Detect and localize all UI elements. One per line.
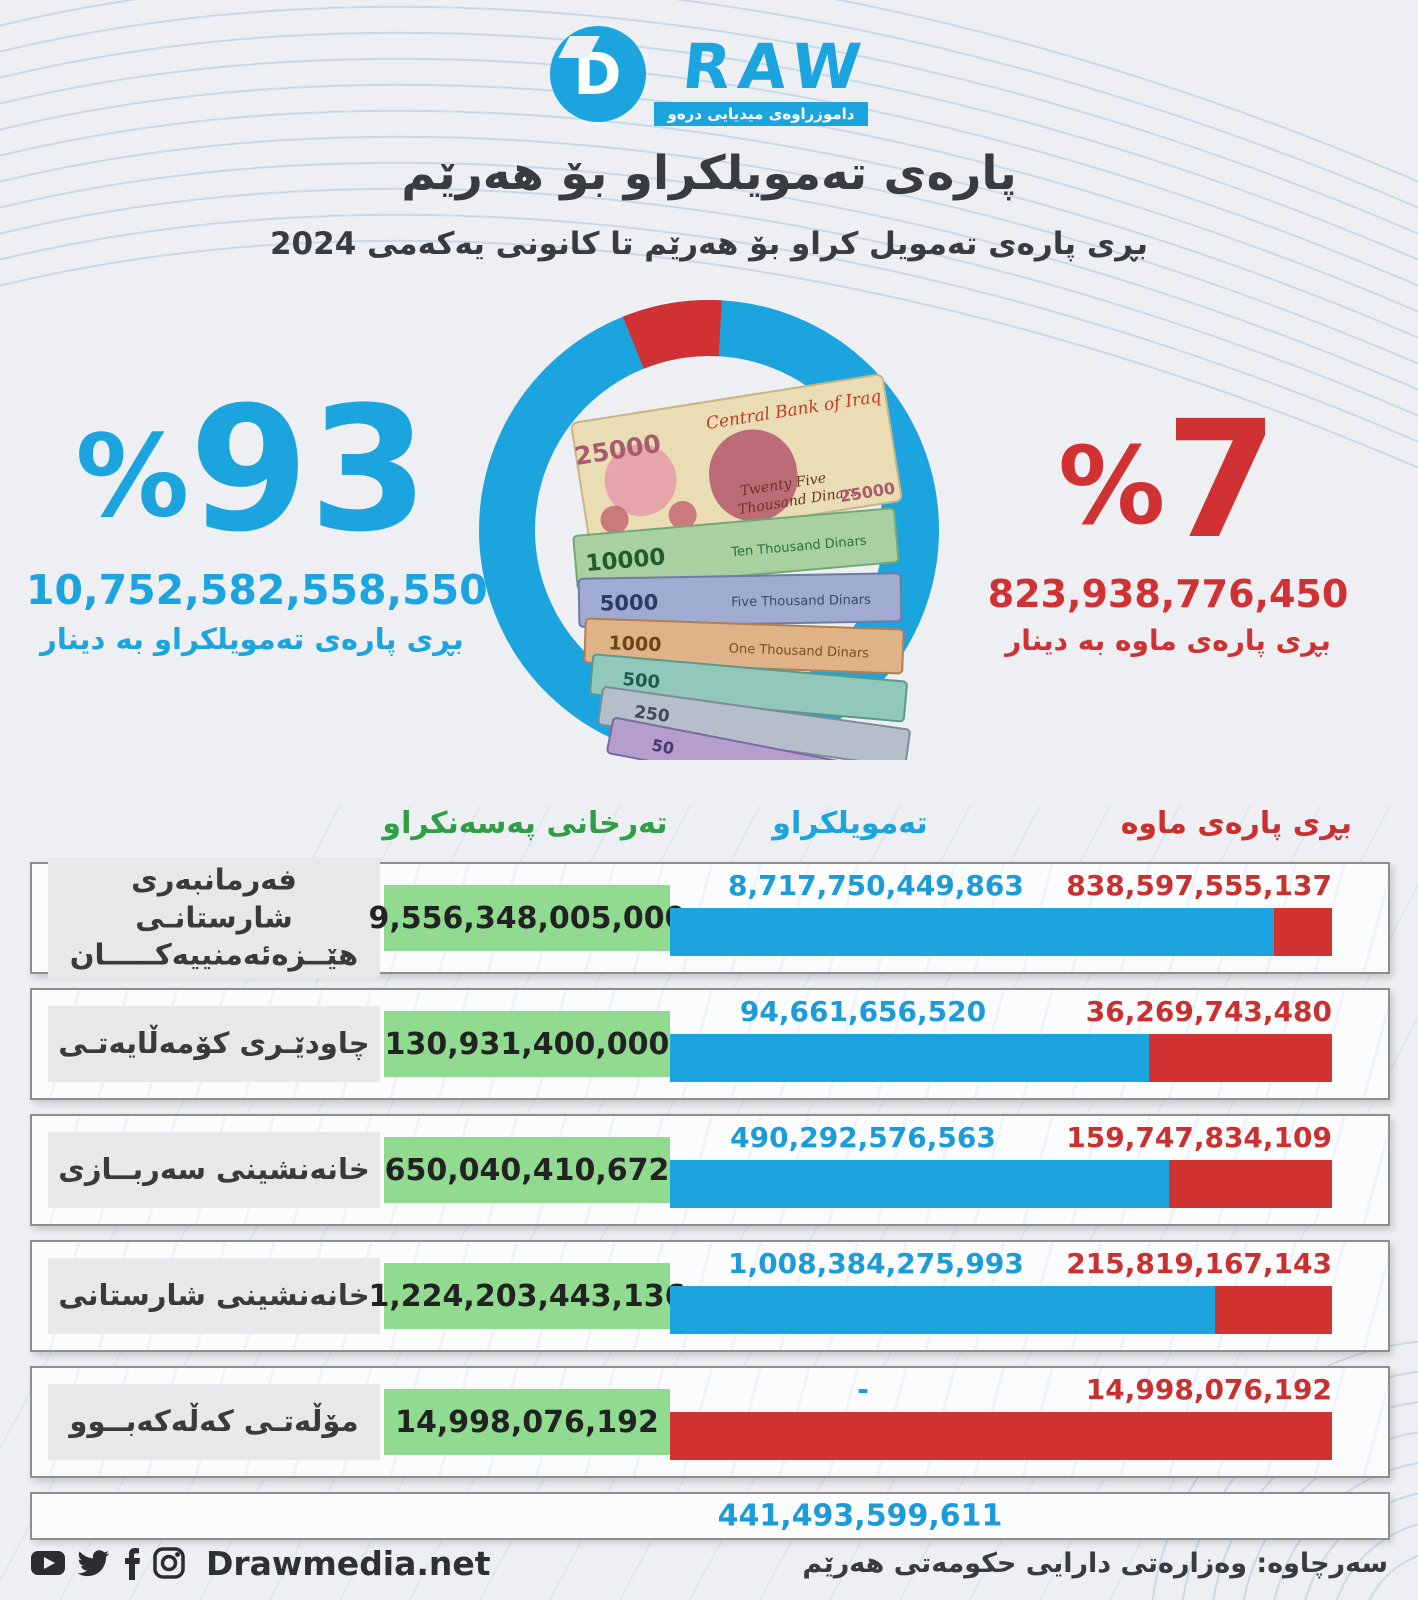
social-links: Drawmedia.net bbox=[30, 1544, 491, 1583]
approved-value: 1,224,203,443,136 bbox=[369, 1263, 685, 1329]
table-row: خانەنشینی شارستانی 1,224,203,443,136 1,0… bbox=[30, 1240, 1390, 1352]
row-label: مۆڵەتـی کەڵەکەبــوو bbox=[48, 1384, 380, 1460]
header-approved: تەرخانی پەسەنکراو bbox=[382, 806, 668, 841]
svg-text:1000: 1000 bbox=[608, 632, 662, 656]
donut-remaining-segment bbox=[622, 300, 722, 369]
draw-media-logo: D RAW داموزراوەی میدیایی درەو bbox=[0, 26, 1418, 126]
svg-text:One Thousand Dinars: One Thousand Dinars bbox=[728, 641, 869, 661]
logo-letter: D bbox=[573, 40, 622, 108]
facebook-icon[interactable] bbox=[120, 1546, 142, 1580]
stacked-bar bbox=[670, 1160, 1332, 1208]
funded-bar-segment bbox=[670, 1160, 1170, 1208]
remaining-value: 36,269,743,480 bbox=[1085, 995, 1332, 1028]
page-title: پارەی تەمویلکراو بۆ هەرێم bbox=[401, 146, 1017, 201]
stacked-bar bbox=[670, 908, 1332, 956]
row-label: چاودێـری کۆمەڵایەتـی bbox=[48, 1006, 380, 1082]
budget-table-section: تەرخانی پەسەنکراو تەمویلکراو بڕی پارەی م… bbox=[0, 806, 1418, 1540]
row-label: خانەنشینی شارستانی bbox=[48, 1258, 380, 1334]
funded-caption: بڕی پارەی تەمویلکراو بە دینار bbox=[40, 622, 464, 656]
youtube-icon[interactable] bbox=[30, 1546, 66, 1580]
remaining-bar-segment bbox=[1148, 1034, 1332, 1082]
remaining-value: 159,747,834,109 bbox=[1066, 1121, 1332, 1154]
approved-value: 650,040,410,672 bbox=[384, 1137, 670, 1203]
donut-summary-section: %93 10,752,582,558,550 بڕی پارەی تەمویلک… bbox=[0, 296, 1418, 772]
remaining-value: 215,819,167,143 bbox=[1066, 1247, 1332, 1280]
funded-value: 1,008,384,275,993 bbox=[728, 1247, 1024, 1280]
row-label: فەرمانبەری شارستانـی هێــزەئەمنییەکـــــ… bbox=[48, 857, 380, 979]
site-url[interactable]: Drawmedia.net bbox=[206, 1543, 491, 1583]
remaining-stat-block: %7 823,938,776,450 بڕی پارەی ماوە بە دین… bbox=[948, 400, 1388, 657]
table-rows: فەرمانبەری شارستانـی هێــزەئەمنییەکـــــ… bbox=[0, 857, 1418, 1478]
column-headers: تەرخانی پەسەنکراو تەمویلکراو بڕی پارەی م… bbox=[0, 806, 1418, 862]
bar-area: 8,717,750,449,863 838,597,555,137 bbox=[670, 864, 1332, 972]
stacked-bar bbox=[670, 1412, 1332, 1460]
draw-logo-circle-icon: D bbox=[549, 26, 646, 122]
svg-text:50: 50 bbox=[650, 735, 675, 758]
remaining-amount: 823,938,776,450 bbox=[987, 572, 1349, 616]
source-text: سەرچاوە: وەزارەتی دارایی حکومەتی هەرێم bbox=[802, 1547, 1388, 1579]
footer-total-value: 441,493,599,611 bbox=[717, 1498, 1003, 1534]
footer: Drawmedia.net سەرچاوە: وەزارەتی دارایی ح… bbox=[0, 1538, 1418, 1600]
table-row: خانەنشینی سەربــازی 650,040,410,672 490,… bbox=[30, 1114, 1390, 1226]
approved-value: 9,556,348,005,000 bbox=[369, 885, 685, 951]
donut-chart: 25000 Central Bank of Iraq Twenty Five T… bbox=[479, 300, 939, 760]
stacked-bar bbox=[670, 1034, 1332, 1082]
approved-value: 130,931,400,000 bbox=[384, 1011, 670, 1077]
remaining-percent: %7 bbox=[1058, 387, 1278, 575]
logo-brand-text: RAW bbox=[679, 30, 873, 103]
bar-area: 490,292,576,563 159,747,834,109 bbox=[670, 1116, 1332, 1224]
svg-text:5000: 5000 bbox=[600, 590, 659, 615]
funded-value: - bbox=[857, 1373, 869, 1406]
funded-value: 8,717,750,449,863 bbox=[728, 869, 1024, 902]
remaining-bar-segment bbox=[1273, 908, 1332, 956]
table-row: فەرمانبەری شارستانـی هێــزەئەمنییەکـــــ… bbox=[30, 857, 1390, 979]
header-funded: تەمویلکراو bbox=[772, 806, 928, 841]
bar-area: 94,661,656,520 36,269,743,480 bbox=[670, 990, 1332, 1098]
table-row: چاودێـری کۆمەڵایەتـی 130,931,400,000 94,… bbox=[30, 988, 1390, 1100]
bar-area: 1,008,384,275,993 215,819,167,143 bbox=[670, 1242, 1332, 1350]
instagram-icon[interactable] bbox=[152, 1546, 186, 1580]
svg-text:Five Thousand Dinars: Five Thousand Dinars bbox=[731, 593, 871, 610]
remaining-caption: بڕی پارەی ماوە بە دینار bbox=[1005, 624, 1331, 657]
funded-amount: 10,752,582,558,550 bbox=[26, 566, 488, 614]
funded-stat-block: %93 10,752,582,558,550 بڕی پارەی تەمویلک… bbox=[26, 369, 488, 657]
banknotes-image: 25000 Central Bank of Iraq Twenty Five T… bbox=[570, 373, 914, 760]
page-subtitle: بڕی پارەی تەمویل کراو بۆ هەرێم تا کانونی… bbox=[269, 226, 1149, 262]
logo-tagline: داموزراوەی میدیایی درەو bbox=[653, 102, 869, 126]
stacked-bar bbox=[670, 1286, 1332, 1334]
funded-bar-segment bbox=[670, 1034, 1149, 1082]
funded-value: 490,292,576,563 bbox=[730, 1121, 996, 1154]
funded-bar-segment bbox=[670, 908, 1274, 956]
bar-area: - 14,998,076,192 bbox=[670, 1368, 1332, 1476]
remaining-bar-segment bbox=[1169, 1160, 1332, 1208]
header-remaining: بڕی پارەی ماوە bbox=[1120, 806, 1352, 841]
twitter-icon[interactable] bbox=[76, 1546, 110, 1580]
row-label: خانەنشینی سەربــازی bbox=[48, 1132, 380, 1208]
funded-percent: %93 bbox=[75, 369, 429, 570]
funded-value: 94,661,656,520 bbox=[739, 995, 987, 1028]
remaining-value: 14,998,076,192 bbox=[1085, 1373, 1332, 1406]
remaining-bar-segment bbox=[1215, 1286, 1332, 1334]
funded-bar-segment bbox=[670, 1286, 1216, 1334]
total-row: 441,493,599,611 bbox=[30, 1492, 1390, 1540]
remaining-bar-segment bbox=[670, 1412, 1332, 1460]
approved-value: 14,998,076,192 bbox=[384, 1389, 670, 1455]
remaining-value: 838,597,555,137 bbox=[1066, 869, 1332, 902]
table-row: مۆڵەتـی کەڵەکەبــوو 14,998,076,192 - 14,… bbox=[30, 1366, 1390, 1478]
